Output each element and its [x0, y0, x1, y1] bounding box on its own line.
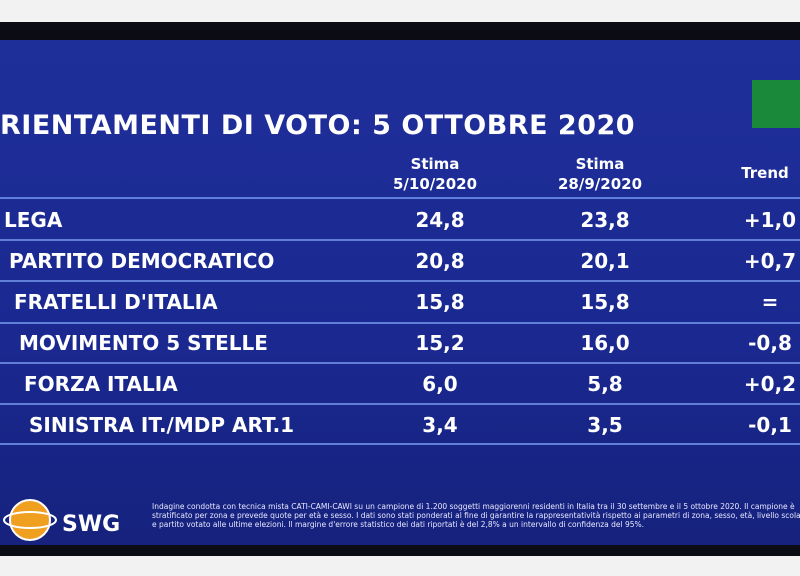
channel-logo: [752, 80, 800, 128]
row-separator: [0, 239, 800, 241]
swg-icon: [3, 499, 57, 541]
column-header: 28/9/2020: [557, 175, 643, 193]
party-name: LEGA: [4, 208, 63, 232]
estimate-value: 23,8: [580, 208, 630, 232]
row-separator: [0, 403, 800, 405]
estimate-value: 3,4: [422, 413, 458, 437]
title: RIENTAMENTI DI VOTO: 5 OTTOBRE 2020: [0, 110, 636, 141]
row-separator: [0, 280, 800, 282]
swg-logo: SWG: [62, 512, 121, 537]
estimate-value: 20,8: [415, 249, 465, 273]
trend-value: -0,8: [748, 331, 792, 355]
trend-value: =: [761, 290, 779, 314]
survey-note: Indagine condotta con tecnica mista CATI…: [152, 502, 800, 529]
column-header: 5/10/2020: [392, 175, 478, 193]
estimate-value: 20,1: [580, 249, 630, 273]
column-header: Trend: [741, 164, 789, 182]
row-separator: [0, 322, 800, 324]
row-separator: [0, 443, 800, 445]
row-separator: [0, 362, 800, 364]
party-name: SINISTRA IT./MDP ART.1: [29, 413, 295, 437]
trend-value: -0,1: [748, 413, 792, 437]
estimate-value: 3,5: [587, 413, 623, 437]
tv-frame: RIENTAMENTI DI VOTO: 5 OTTOBRE 2020 SWG …: [0, 22, 800, 556]
estimate-value: 16,0: [580, 331, 630, 355]
row-separator: [0, 197, 800, 199]
estimate-value: 15,8: [415, 290, 465, 314]
estimate-value: 5,8: [587, 372, 623, 396]
estimate-value: 15,8: [580, 290, 630, 314]
trend-value: +0,2: [743, 372, 797, 396]
party-name: PARTITO DEMOCRATICO: [9, 249, 275, 273]
trend-value: +1,0: [743, 208, 797, 232]
screen: RIENTAMENTI DI VOTO: 5 OTTOBRE 2020 SWG …: [0, 40, 800, 545]
estimate-value: 6,0: [422, 372, 458, 396]
trend-value: +0,7: [743, 249, 797, 273]
column-header: Stima: [575, 155, 625, 173]
party-name: FRATELLI D'ITALIA: [14, 290, 218, 314]
estimate-value: 24,8: [415, 208, 465, 232]
column-header: Stima: [410, 155, 460, 173]
estimate-value: 15,2: [415, 331, 465, 355]
party-name: FORZA ITALIA: [24, 372, 178, 396]
party-name: MOVIMENTO 5 STELLE: [19, 331, 268, 355]
